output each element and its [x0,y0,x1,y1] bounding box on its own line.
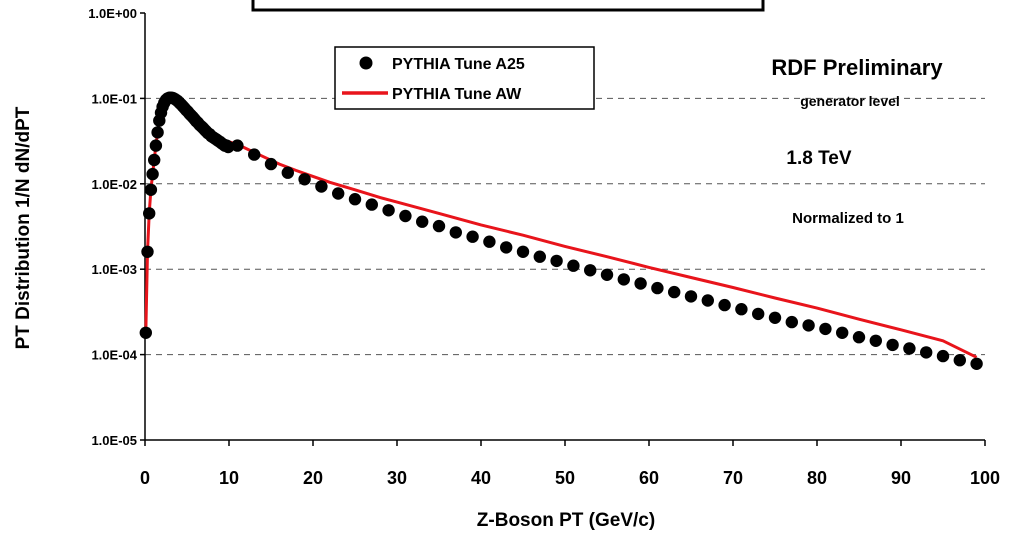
x-tick-labels: 0 10 20 30 40 50 60 70 80 90 100 [140,468,1000,488]
data-point-a25 [222,140,235,154]
data-point-a25 [684,290,698,303]
data-point-a25 [836,326,849,339]
header-box [251,0,765,12]
data-point-a25 [315,180,328,193]
data-point-a25 [768,311,782,324]
data-point-a25 [886,338,899,352]
data-point-a25 [600,268,614,281]
data-point-a25 [432,219,446,233]
legend-label-aw: PYTHIA Tune AW [392,86,522,103]
data-point-a25 [903,342,916,355]
data-point-a25 [248,148,261,161]
data-point-a25 [281,166,294,179]
data-point-a25 [516,245,530,258]
legend: PYTHIA Tune A25 PYTHIA Tune AW [334,46,595,110]
data-point-a25 [141,245,154,258]
axes [140,12,986,446]
data-point-a25 [139,326,152,339]
y-tick-label: 1.0E-05 [91,433,137,448]
data-point-a25 [802,319,815,332]
x-tick-label: 90 [891,468,911,488]
x-tick-label: 70 [723,468,743,488]
data-point-a25 [651,281,664,295]
data-point-a25 [819,322,832,336]
data-point-a25 [146,167,159,181]
data-point-a25 [785,315,798,329]
data-point-a25 [970,357,983,370]
annotation-generator-level: generator level [800,93,900,109]
data-point-a25 [365,198,378,211]
data-point-a25 [701,294,714,307]
data-point-a25 [148,153,161,167]
x-tick-label: 40 [471,468,491,488]
legend-marker-a25 [359,56,373,70]
y-tick-label: 1.0E+00 [88,6,137,21]
y-tick-labels: 1.0E+00 1.0E-01 1.0E-02 1.0E-03 1.0E-04 1.0E-… [88,6,138,448]
y-tick-label: 1.0E-01 [91,91,137,106]
series-line-layer [144,96,978,359]
annotation-energy: 1.8 TeV [786,148,851,169]
data-point-a25 [149,139,163,152]
x-tick-label: 50 [555,468,575,488]
data-point-a25 [399,209,412,223]
x-tick-label: 100 [970,468,1000,488]
data-point-a25 [634,277,647,290]
data-point-a25 [151,126,164,139]
y-tick-label: 1.0E-02 [91,177,137,192]
data-point-a25 [936,349,950,363]
data-point-a25 [466,230,479,243]
annotation-normalized: Normalized to 1 [792,210,904,227]
series-line-aw [144,96,978,359]
data-point-a25 [953,354,966,367]
data-point-a25 [483,235,496,248]
data-point-a25 [735,303,748,316]
x-tick-label: 0 [140,468,150,488]
data-point-a25 [264,157,278,171]
x-axis-title: Z-Boson PT (GeV/c) [477,510,655,531]
data-point-a25 [617,273,630,286]
data-point-a25 [852,331,866,344]
data-point-a25 [584,264,597,277]
data-point-a25 [533,250,546,263]
y-tick-label: 1.0E-03 [91,262,137,277]
x-tick-label: 30 [387,468,407,488]
data-point-a25 [348,193,362,206]
y-tick-label: 1.0E-04 [91,348,137,363]
x-tick-label: 10 [219,468,239,488]
annotation-rdf-preliminary: RDF Preliminary [771,55,943,80]
legend-label-a25: PYTHIA Tune A25 [392,56,525,73]
y-axis-title: PT Distribution 1/N dN/dPT [13,106,34,349]
data-point-a25 [449,226,462,239]
data-point-a25 [500,241,513,254]
data-point-a25 [718,298,731,312]
data-point-a25 [567,259,580,272]
data-point-a25 [382,204,395,217]
data-point-a25 [416,215,429,228]
x-tick-label: 60 [639,468,659,488]
x-tick-label: 20 [303,468,323,488]
data-point-a25 [143,207,156,220]
legend-box [334,46,595,110]
data-point-a25 [869,334,882,347]
series-marker-layer [139,91,983,370]
data-point-a25 [231,139,244,152]
data-point-a25 [752,307,765,321]
data-point-a25 [144,183,158,196]
data-point-a25 [332,187,345,200]
data-point-a25 [920,346,933,359]
data-point-a25 [668,285,681,299]
data-point-a25 [550,254,563,268]
data-point-a25 [298,173,311,186]
x-tick-label: 80 [807,468,827,488]
